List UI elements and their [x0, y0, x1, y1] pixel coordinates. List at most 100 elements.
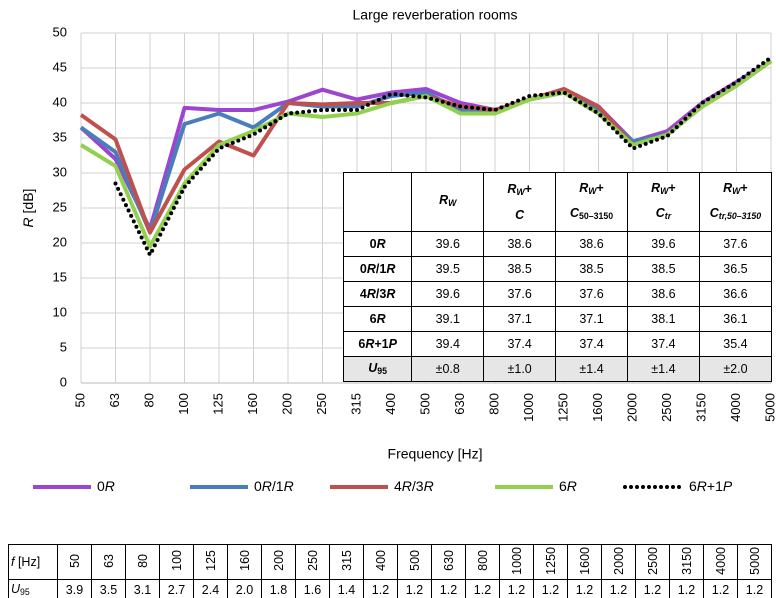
text-part: +	[596, 180, 604, 195]
cell-text: 1.2	[643, 582, 662, 597]
header-line: RW+	[484, 178, 555, 203]
legend-label: 0R	[97, 478, 115, 494]
table-cell: 1600	[567, 544, 602, 580]
header-cell: RW+ Ctr,50–3150	[698, 172, 773, 232]
cell-text: 1.8	[269, 582, 288, 597]
x-tick-label: 1600	[590, 393, 605, 422]
table-cell: 1.2	[703, 579, 738, 598]
legend: 0R 0R/1R 4R/3R 6R 6R+1P	[0, 476, 776, 498]
cell-text: 800	[475, 550, 490, 571]
table-cell: ±1.4	[555, 356, 628, 382]
cell-text: 1250	[543, 546, 558, 575]
table-cell: 200	[261, 544, 296, 580]
series-line	[113, 55, 773, 260]
header-line: C50–3150	[556, 202, 627, 227]
table-cell: 5000	[737, 544, 772, 580]
y-axis-label: R [dB]	[20, 178, 36, 238]
table-cell: 1250	[533, 544, 568, 580]
table-cell: ±1.0	[483, 356, 557, 382]
table-cell: 37.1	[555, 306, 628, 332]
y-tick-label: 45	[53, 59, 67, 74]
table-cell: 1.4	[329, 579, 364, 598]
text-part: U	[11, 581, 21, 596]
text-part: 0	[369, 237, 377, 251]
text-part: C	[515, 207, 525, 222]
table-row: 6R+1P 39.4 37.4 37.4 37.4 35.4	[342, 331, 773, 357]
table-cell: 1000	[499, 544, 534, 580]
chart-title: Large reverberation rooms	[353, 7, 518, 23]
cell-text: 1.4	[337, 582, 356, 597]
legend-label: 6R+1P	[689, 478, 733, 494]
cell-text: 2.0	[235, 582, 254, 597]
x-tick-label: 4000	[728, 393, 743, 422]
text-part: P	[388, 337, 397, 351]
table-cell: 37.4	[626, 331, 700, 357]
x-axis-label: Frequency [Hz]	[388, 446, 483, 462]
table-row: 0R/1R 39.5 38.5 38.5 38.5 36.5	[342, 256, 773, 282]
cell-text: 200	[271, 550, 286, 571]
header-cell: RW+ Ctr	[626, 172, 700, 232]
table-cell: 1.2	[431, 579, 466, 598]
x-tick-label: 400	[383, 393, 398, 415]
table-cell: 4000	[703, 544, 738, 580]
table-cell: 400	[363, 544, 398, 580]
table-cell: 2.4	[193, 579, 228, 598]
cell-text: 3.5	[99, 582, 118, 597]
table-cell: 1.2	[601, 579, 636, 598]
cell-text: 125	[203, 550, 218, 571]
text-part: 4	[359, 287, 367, 301]
table-row: f [Hz] 50 63 80 100 125 160 200 250 315 400 500 630 8…	[8, 544, 772, 580]
table-cell: 1.2	[567, 579, 602, 598]
text-part: 50–3150	[579, 211, 614, 222]
table-cell: 39.6	[411, 281, 485, 307]
header-cell: RW+ C50–3150	[555, 172, 628, 232]
cell-text: 400	[373, 550, 388, 571]
cell-text: 63	[101, 553, 116, 568]
y-tick-label: 0	[60, 374, 67, 389]
table-cell: 39.6	[626, 231, 700, 257]
x-tick-label: 2000	[624, 393, 639, 422]
text-part: C	[655, 206, 665, 220]
x-tick-label: 63	[107, 393, 122, 407]
table-cell: 315	[329, 544, 364, 580]
text-part: 95	[20, 587, 30, 598]
table-cell: 3.9	[57, 579, 92, 598]
x-tick-label: 5000	[762, 393, 776, 422]
table-cell: 38.6	[483, 231, 557, 257]
table-cell: 1.2	[669, 579, 704, 598]
text-part: R	[723, 180, 733, 195]
text-part: C	[709, 206, 719, 220]
cell-text: 1.2	[575, 582, 594, 597]
text-part: +	[524, 182, 532, 197]
cell-text: 1.2	[541, 582, 560, 597]
x-tick-label: 315	[348, 393, 363, 415]
table-cell: 2500	[635, 544, 670, 580]
table-cell: 1.2	[363, 579, 398, 598]
cell-text: 1.2	[711, 582, 730, 597]
table-cell: 38.5	[555, 256, 628, 282]
header-cell: RW	[411, 172, 485, 232]
table-cell: 100	[159, 544, 194, 580]
table-cell: 38.6	[555, 231, 628, 257]
cell-text: 100	[169, 550, 184, 571]
cell-text: 1.2	[745, 582, 764, 597]
text-part: +	[740, 180, 748, 195]
x-tick-label: 200	[279, 393, 294, 415]
table-cell: 1.8	[261, 579, 296, 598]
table-cell: 63	[91, 544, 126, 580]
table-cell: 39.5	[411, 256, 485, 282]
cell-text: 160	[237, 550, 252, 571]
cell-text: 250	[305, 550, 320, 571]
header-line: RW+	[700, 177, 771, 202]
text-part: tr	[664, 211, 672, 222]
y-tick-label: 20	[53, 234, 67, 249]
x-tick-label: 125	[210, 393, 225, 415]
text-part: W	[660, 186, 669, 196]
table-cell: 35.4	[698, 331, 773, 357]
frequency-table: f [Hz] 50 63 80 100 125 160 200 250 315 400 500 630 8…	[8, 544, 772, 598]
x-tick-label: 2500	[659, 393, 674, 422]
table-cell: 2.0	[227, 579, 262, 598]
x-tick-label: 50	[72, 393, 87, 407]
table-cell: 160	[227, 544, 262, 580]
